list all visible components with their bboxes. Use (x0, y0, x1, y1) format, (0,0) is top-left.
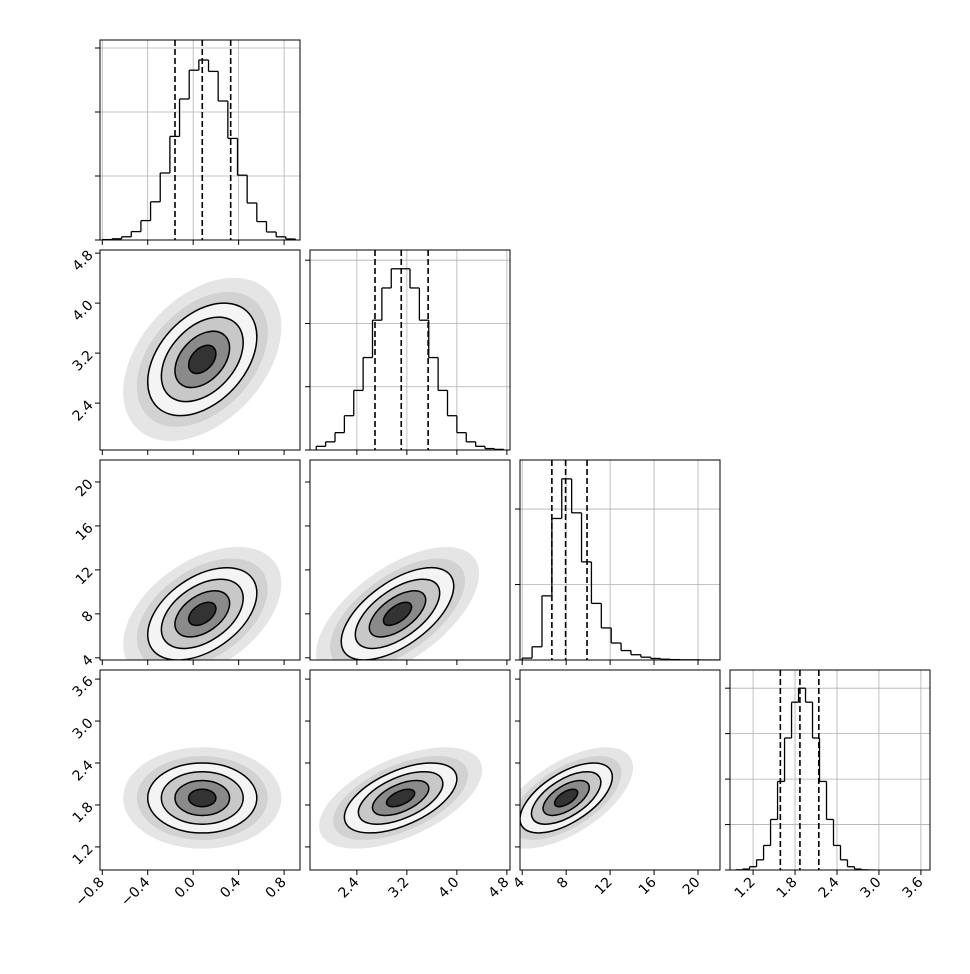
contour (187, 344, 217, 375)
panel-frame (309, 249, 511, 451)
y-tick-label: 16 (73, 520, 97, 544)
y-tick-label: 2.4 (70, 397, 97, 424)
y-tick-label: 1.2 (70, 841, 97, 868)
panel-content (734, 670, 876, 870)
y-tick-label: 8 (79, 608, 97, 626)
panel-frame (519, 459, 721, 661)
panel-frame (99, 39, 301, 241)
x-tick-label: 4.8 (485, 874, 512, 901)
y-tick-label: 1.8 (70, 799, 97, 826)
x-tick-label: 0.0 (172, 874, 199, 901)
panel-frame (309, 459, 511, 661)
x-tick-label: 3.0 (858, 874, 885, 901)
panel-content (521, 460, 720, 660)
x-tick-label: 4.0 (435, 874, 462, 901)
y-tick-label: 2.4 (70, 757, 97, 784)
contour (385, 788, 416, 808)
y-tick-label: 12 (73, 564, 97, 588)
x-tick-label: 1.8 (774, 874, 801, 901)
panel-content (123, 546, 282, 660)
y-tick-label: 4.0 (70, 297, 97, 324)
y-tick-label: 3.0 (70, 715, 97, 742)
y-tick-label: 4 (79, 652, 97, 670)
x-tick-label: 8 (554, 874, 572, 892)
x-tick-label: 1.2 (732, 874, 759, 901)
y-tick-label: 3.2 (70, 347, 97, 374)
x-tick-label: −0.8 (73, 874, 108, 909)
contour (187, 788, 217, 808)
x-tick-label: 4 (510, 874, 528, 892)
panel-frame (519, 669, 721, 871)
contour (382, 601, 413, 627)
panel-content (319, 747, 483, 849)
panel-frame (729, 669, 931, 871)
y-tick-label: 4.8 (70, 247, 97, 274)
x-tick-label: 0.4 (217, 874, 244, 901)
x-tick-label: 2.4 (816, 874, 843, 901)
x-tick-label: 12 (592, 874, 616, 898)
panel-content (101, 40, 297, 240)
panel-content (315, 546, 480, 660)
panel-frame (309, 669, 511, 871)
x-tick-label: 3.2 (385, 874, 412, 901)
panel-content (315, 250, 505, 450)
x-tick-label: 2.4 (335, 874, 362, 901)
contour (187, 601, 217, 627)
panel-content (520, 747, 634, 849)
panel-content (123, 747, 282, 849)
y-tick-label: 20 (73, 476, 97, 500)
panel-frame (99, 669, 301, 871)
panel-frame (99, 459, 301, 661)
x-tick-label: −0.4 (118, 874, 153, 909)
panel-content (123, 277, 282, 441)
contour (553, 788, 579, 808)
x-tick-label: 0.8 (263, 874, 290, 901)
y-tick-label: 3.6 (70, 673, 97, 700)
x-tick-label: 16 (636, 874, 660, 898)
x-tick-label: 3.6 (900, 874, 927, 901)
x-tick-label: 20 (680, 874, 704, 898)
panel-frame (99, 249, 301, 451)
